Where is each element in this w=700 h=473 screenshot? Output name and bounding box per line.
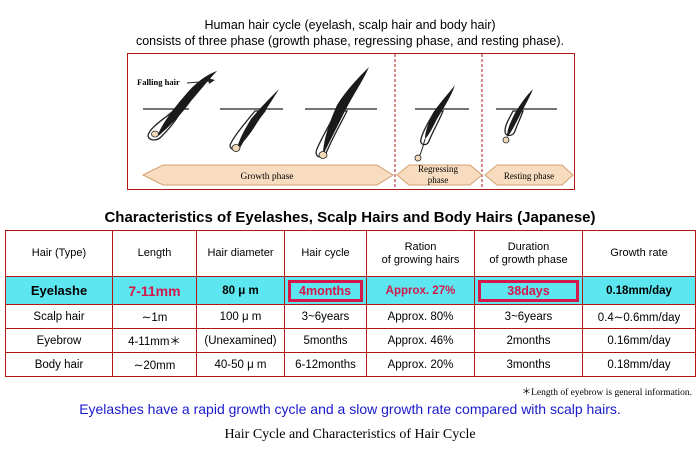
cell-duration: 2months [474,328,583,353]
cell-diameter: 40-50 μ m [196,352,285,377]
cell-hair-cycle: 4months [284,276,367,305]
cell-diameter: 100 μ m [196,304,285,329]
cell-type: Eyelashe [5,276,113,305]
header-hair-type: Hair (Type) [5,230,113,277]
cell-length: ∼1m [112,304,197,329]
cell-ration: Approx. 27% [366,276,475,305]
cell-length: ∼20mm [112,352,197,377]
table-header-row: Hair (Type) Length Hair diameter Hair cy… [5,230,696,277]
table-row: Scalp hair ∼1m 100 μ m 3~6years Approx. … [5,304,696,329]
hair-cycle-diagram: Falling hair Growth phase Regressing pha… [127,53,575,190]
growth-phase-arrow [141,164,394,186]
cell-length: 4-11mm＊ [112,328,197,353]
falling-hair-label: Falling hair [137,77,180,87]
cell-diameter: (Unexamined) [196,328,285,353]
hair-follicle-1 [147,71,217,141]
resting-phase-arrow [484,164,574,186]
cell-growth-rate: 0.16mm/day [582,328,696,353]
cell-hair-cycle: 3~6years [284,304,367,329]
cell-type: Body hair [5,352,113,377]
table-row: Eyebrow 4-11mm＊ (Unexamined) 5months App… [5,328,696,353]
header-length: Length [112,230,197,277]
intro-line-1: Human hair cycle (eyelash, scalp hair an… [204,18,496,32]
header-ration-growing: Ration of growing hairs [366,230,475,277]
cell-diameter: 80 μ m [196,276,285,305]
summary-text: Eyelashes have a rapid growth cycle and … [79,401,621,417]
cell-hair-cycle: 5months [284,328,367,353]
header-growth-rate: Growth rate [582,230,696,277]
cell-ration: Approx. 20% [366,352,475,377]
footnote: ＊Length of eyebrow is general informatio… [521,388,692,398]
hair-characteristics-table: Hair (Type) Length Hair diameter Hair cy… [5,230,696,377]
hair-follicle-2 [229,89,279,152]
cell-ration: Approx. 46% [366,328,475,353]
header-hair-cycle: Hair cycle [284,230,367,277]
header-duration-growth: Duration of growth phase [474,230,583,277]
diagram-frame [127,53,575,190]
cell-type: Eyebrow [5,328,113,353]
regressing-phase-label-1: Regressing [418,164,458,174]
resting-phase-label: Resting phase [504,171,554,181]
cell-duration: 3months [474,352,583,377]
hair-follicle-4 [414,85,455,162]
cell-type: Scalp hair [5,304,113,329]
regressing-phase-label-2: phase [428,175,449,185]
cell-hair-cycle: 6-12months [284,352,367,377]
header-hair-diameter: Hair diameter [196,230,285,277]
cell-growth-rate: 0.4∼0.6mm/day [582,304,696,329]
cell-growth-rate: 0.18mm/day [582,276,696,305]
regressing-phase-arrow [396,164,483,186]
cell-growth-rate: 0.18mm/day [582,352,696,377]
hair-follicle-3 [315,67,369,159]
falling-hair-arrow [186,78,215,84]
cell-duration: 38days [474,276,583,305]
table-row: Body hair ∼20mm 40-50 μ m 6-12months App… [5,352,696,377]
growth-phase-label: Growth phase [240,172,293,182]
figure-caption: Hair Cycle and Characteristics of Hair C… [224,427,476,442]
table-title: Characteristics of Eyelashes, Scalp Hair… [104,209,596,226]
cell-length: 7-11mm [112,276,197,305]
highlight-box: 38days [478,279,579,302]
table-row: Eyelashe 7-11mm 80 μ m 4months Approx. 2… [5,276,696,305]
hair-follicle-5 [502,89,533,144]
intro-line-2: consists of three phase (growth phase, r… [135,34,565,48]
highlight-box: 4months [288,279,363,302]
cell-duration: 3~6years [474,304,583,329]
cell-ration: Approx. 80% [366,304,475,329]
